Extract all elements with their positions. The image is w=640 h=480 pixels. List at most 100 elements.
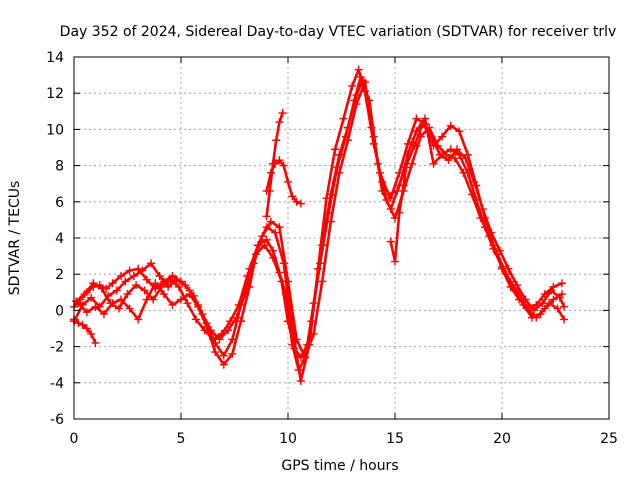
data-point-marker — [269, 246, 278, 255]
data-point-marker — [530, 306, 539, 315]
data-point-marker — [303, 340, 312, 349]
y-tick-label: 12 — [46, 86, 64, 102]
plot-series — [70, 65, 569, 385]
data-point-marker — [331, 145, 340, 154]
data-point-marker — [87, 329, 96, 338]
data-point-marker — [155, 272, 164, 281]
data-point-marker — [236, 317, 245, 326]
y-tick-label: 0 — [55, 303, 64, 319]
data-point-marker — [200, 326, 209, 335]
data-point-marker — [209, 335, 218, 344]
data-point-marker — [134, 264, 143, 273]
data-point-marker — [376, 168, 385, 177]
data-point-marker — [296, 353, 305, 362]
data-point-marker — [408, 159, 417, 168]
data-point-marker — [262, 235, 271, 244]
data-point-marker — [117, 272, 126, 281]
data-point-marker — [121, 277, 130, 286]
data-point-marker — [228, 349, 237, 358]
data-point-marker — [309, 329, 318, 338]
data-point-marker — [272, 136, 281, 145]
data-point-marker — [292, 335, 301, 344]
data-point-marker — [343, 123, 352, 132]
data-point-marker — [108, 279, 117, 288]
data-point-marker — [140, 286, 149, 295]
data-point-marker — [149, 295, 158, 304]
data-point-marker — [495, 246, 504, 255]
data-point-marker — [174, 282, 183, 291]
y-tick-label: 8 — [55, 159, 64, 175]
data-point-marker — [194, 302, 203, 311]
data-point-marker — [352, 91, 361, 100]
data-point-marker — [560, 315, 569, 324]
data-point-marker — [97, 284, 106, 293]
data-point-marker — [183, 299, 192, 308]
data-point-marker — [453, 145, 462, 154]
x-tick-label: 20 — [493, 431, 511, 447]
data-point-marker — [234, 300, 243, 309]
data-point-marker — [348, 81, 357, 90]
data-point-marker — [318, 277, 327, 286]
data-point-marker — [326, 190, 335, 199]
data-point-marker — [521, 295, 530, 304]
series-track-d — [74, 79, 566, 359]
data-point-marker — [395, 208, 404, 217]
y-tick-label: 6 — [55, 195, 64, 211]
data-point-marker — [159, 290, 168, 299]
data-point-marker — [384, 190, 393, 199]
data-point-marker — [125, 266, 134, 275]
data-point-marker — [393, 186, 402, 195]
data-point-marker — [232, 313, 241, 322]
data-point-marker — [367, 123, 376, 132]
data-point-marker — [147, 259, 156, 268]
y-tick-label: 2 — [55, 267, 64, 283]
data-point-marker — [547, 286, 556, 295]
data-point-marker — [181, 281, 190, 290]
data-point-marker — [266, 217, 275, 226]
y-tick-label: 10 — [46, 122, 64, 138]
data-point-marker — [557, 279, 566, 288]
data-point-marker — [446, 121, 455, 130]
data-point-marker — [275, 223, 284, 232]
data-point-marker — [553, 304, 562, 313]
data-point-marker — [527, 313, 536, 322]
data-point-marker — [461, 154, 470, 163]
data-point-marker — [391, 257, 399, 266]
data-point-marker — [82, 324, 91, 333]
data-point-marker — [134, 315, 143, 324]
data-point-marker — [512, 281, 521, 290]
data-point-marker — [418, 119, 427, 128]
data-point-marker — [265, 186, 274, 195]
data-point-marker — [504, 264, 513, 273]
data-point-marker — [519, 300, 528, 309]
data-point-marker — [82, 308, 91, 317]
data-point-marker — [555, 293, 564, 302]
data-point-marker — [211, 348, 220, 357]
data-point-marker — [226, 317, 235, 326]
x-tick-label: 10 — [279, 431, 297, 447]
x-tick-label: 5 — [177, 431, 186, 447]
data-point-marker — [538, 299, 547, 308]
y-tick-label: 14 — [46, 50, 64, 66]
axis-ticks: 0 5 10 15 20 25 -6 -4 -2 0 2 4 6 8 10 12 14 — [46, 50, 618, 447]
data-point-marker — [123, 290, 132, 299]
grid — [74, 57, 609, 419]
data-point-marker — [284, 317, 292, 326]
data-point-marker — [296, 199, 305, 208]
data-point-marker — [177, 295, 185, 304]
y-axis-label: SDTVAR / TECUs — [7, 181, 23, 296]
data-point-marker — [510, 286, 519, 295]
data-point-marker — [408, 138, 417, 147]
data-point-marker — [72, 297, 81, 306]
data-point-marker — [444, 156, 453, 165]
data-point-marker — [420, 114, 429, 123]
data-point-marker — [382, 195, 391, 204]
data-point-marker — [114, 304, 123, 313]
data-point-marker — [288, 192, 297, 201]
data-point-marker — [476, 214, 485, 223]
data-point-marker — [318, 241, 327, 250]
data-point-marker — [191, 315, 200, 324]
data-point-marker — [296, 376, 305, 385]
data-point-marker — [217, 329, 226, 338]
